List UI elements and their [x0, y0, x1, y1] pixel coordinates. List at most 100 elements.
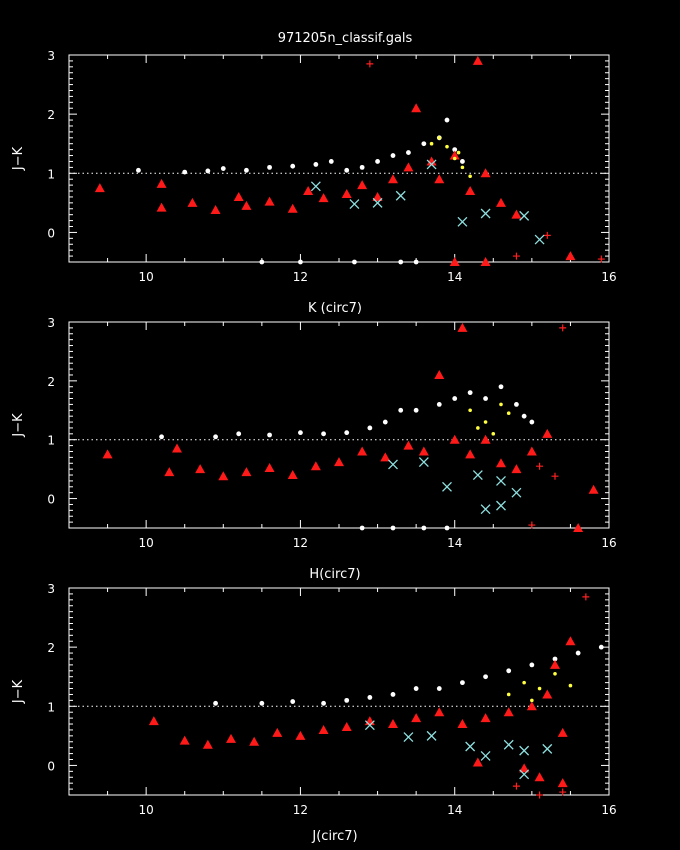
x-axis-label: J(circ7): [311, 829, 357, 844]
cyan-cross-point: [480, 504, 491, 515]
x-axis-label: H(circ7): [309, 567, 360, 582]
red-plus-point: [543, 231, 551, 239]
yellow-dot-point: [429, 141, 434, 146]
y-tick-label: 2: [47, 108, 55, 122]
cyan-cross-point: [403, 732, 414, 742]
red-triangle-point: [210, 204, 221, 214]
red-triangle-point: [526, 446, 537, 456]
x-tick-label: 14: [447, 270, 462, 284]
red-triangle-point: [565, 636, 576, 646]
red-triangle-point: [472, 757, 483, 767]
x-tick-label: 16: [601, 536, 616, 550]
red-triangle-point: [542, 689, 553, 699]
white-dot-point: [267, 164, 272, 170]
white-dot-point: [575, 650, 581, 656]
red-triangle-point: [310, 461, 321, 471]
red-triangle-point: [341, 188, 352, 198]
red-triangle-point: [372, 191, 383, 201]
red-triangle-point: [303, 186, 314, 196]
red-triangle-point: [164, 467, 175, 477]
yellow-dot-point: [437, 136, 442, 140]
red-triangle-point: [233, 191, 244, 201]
red-plus-point: [559, 324, 567, 332]
x-tick-label: 16: [601, 270, 616, 284]
red-triangle-point: [287, 470, 298, 480]
white-dot-point: [298, 259, 303, 265]
red-triangle-point: [426, 156, 437, 166]
white-dot-point: [367, 425, 373, 431]
white-dot-point: [352, 259, 357, 265]
red-triangle-point: [557, 727, 568, 737]
y-tick-label: 1: [47, 700, 55, 714]
red-plus-point: [582, 593, 590, 601]
red-triangle-point: [496, 197, 506, 207]
x-tick-label: 16: [601, 803, 616, 817]
white-dot-point: [259, 700, 265, 706]
x-tick-label: 12: [293, 803, 308, 817]
red-triangle-point: [565, 251, 576, 261]
yellow-dot-point: [530, 698, 534, 703]
white-dot-point: [259, 259, 265, 265]
cyan-cross-point: [465, 741, 476, 752]
yellow-dot-point: [506, 692, 511, 697]
cyan-cross-point: [310, 181, 321, 192]
white-dot-point: [313, 162, 319, 167]
x-tick-label: 12: [293, 536, 308, 550]
red-triangle-point: [195, 464, 206, 474]
white-dot-point: [598, 644, 604, 650]
white-dot-point: [390, 525, 396, 531]
red-triangle-point: [341, 721, 352, 731]
cyan-cross-point: [496, 500, 506, 511]
red-triangle-point: [334, 457, 344, 467]
red-plus-point: [559, 788, 567, 796]
yellow-dot-point: [476, 426, 480, 430]
x-axis-label: K (circ7): [308, 301, 362, 316]
red-triangle-point: [318, 193, 329, 203]
white-dot-point: [159, 434, 164, 440]
cyan-cross-point: [503, 739, 514, 750]
red-triangle-point: [480, 434, 491, 444]
yellow-dot-point: [468, 174, 472, 179]
yellow-dot-point: [456, 150, 461, 155]
red-plus-point: [536, 462, 544, 470]
cyan-cross-point: [496, 475, 506, 486]
y-tick-label: 3: [47, 316, 55, 330]
red-triangle-point: [449, 434, 460, 444]
red-triangle-point: [241, 200, 252, 210]
cyan-cross-point: [511, 487, 522, 498]
cyan-cross-point: [472, 470, 483, 480]
red-triangle-point: [156, 202, 167, 212]
yellow-dot-point: [452, 156, 457, 161]
red-triangle-point: [457, 322, 468, 332]
red-triangle-point: [403, 162, 414, 172]
red-triangle-point: [226, 733, 236, 743]
red-triangle-point: [434, 174, 445, 184]
red-triangle-point: [318, 724, 329, 734]
white-dot-point: [467, 390, 473, 396]
white-dot-point: [398, 259, 404, 265]
white-dot-point: [521, 413, 527, 419]
red-triangle-point: [496, 458, 506, 468]
red-triangle-point: [519, 763, 530, 773]
y-axis-label: J−K: [11, 413, 26, 438]
cyan-cross-point: [519, 769, 530, 780]
red-triangle-point: [511, 464, 522, 474]
x-tick-label: 10: [139, 536, 154, 550]
y-tick-label: 1: [47, 167, 55, 181]
yellow-dot-point: [468, 408, 472, 413]
white-dot-point: [398, 407, 404, 413]
cyan-cross-point: [426, 159, 437, 170]
red-triangle-point: [357, 446, 368, 456]
red-plus-point: [366, 60, 374, 68]
white-dot-point: [182, 169, 188, 175]
red-triangle-point: [411, 103, 422, 113]
white-dot-point: [375, 159, 380, 164]
white-dot-point: [213, 434, 218, 440]
red-triangle-point: [172, 443, 182, 453]
white-dot-point: [514, 402, 519, 407]
red-triangle-point: [179, 735, 190, 745]
